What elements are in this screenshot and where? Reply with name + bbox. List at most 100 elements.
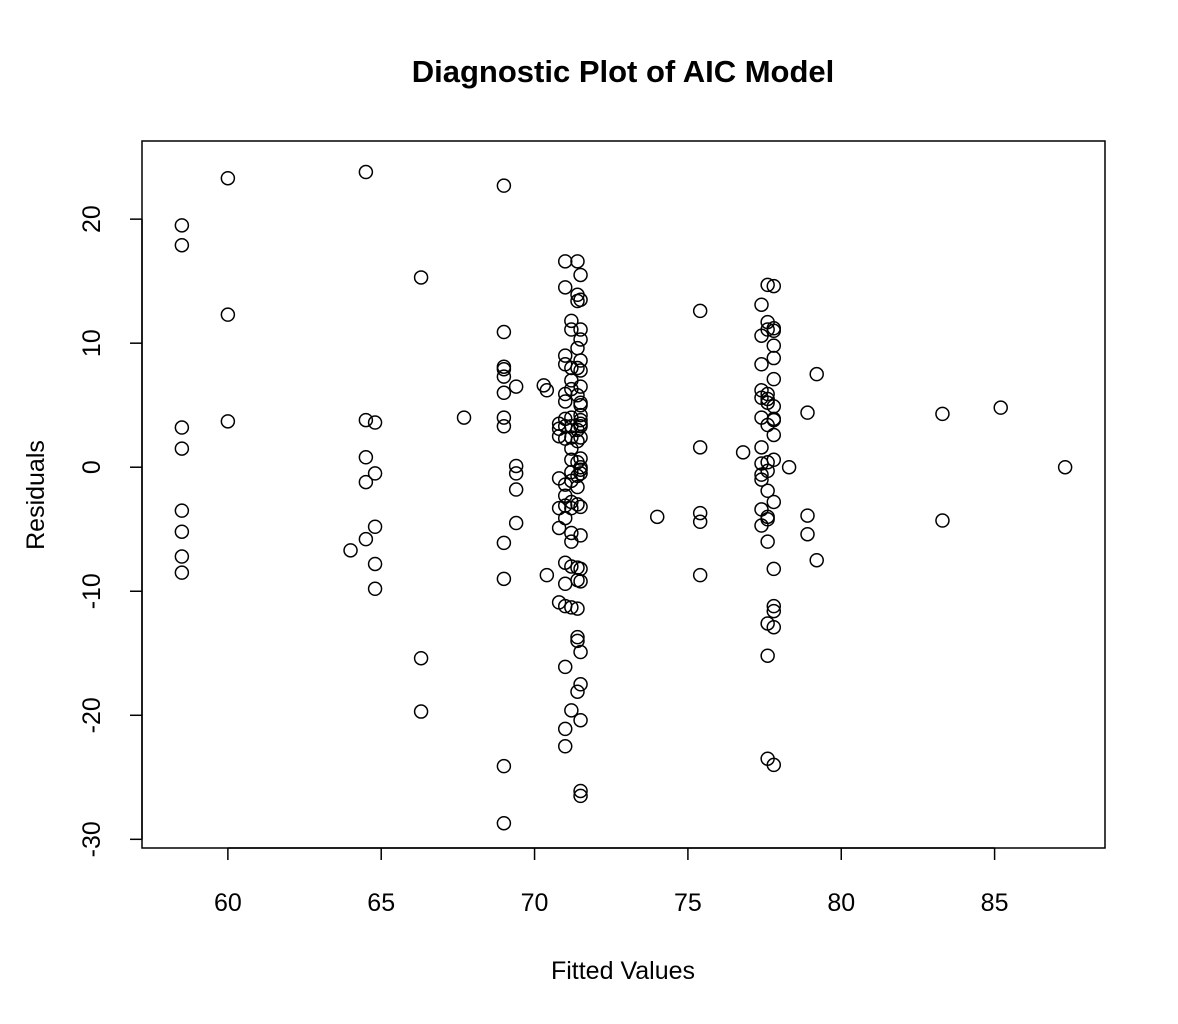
data-point — [573, 397, 588, 413]
data-point — [809, 366, 824, 382]
data-point — [766, 561, 782, 577]
data-point — [496, 419, 512, 434]
data-point — [692, 514, 708, 530]
data-point — [564, 322, 579, 337]
data-point — [760, 648, 775, 663]
data-point — [564, 559, 579, 574]
data-point — [557, 739, 573, 754]
data-point — [692, 303, 708, 319]
x-tick-label: 85 — [981, 889, 1009, 917]
plot-frame — [141, 140, 1106, 849]
data-point — [573, 466, 588, 481]
data-point — [735, 445, 751, 460]
data-point — [760, 455, 775, 470]
data-point — [766, 494, 782, 510]
data-point — [174, 441, 190, 456]
data-point — [754, 357, 769, 372]
data-point — [760, 386, 775, 402]
data-point — [766, 757, 782, 773]
data-point — [766, 452, 782, 468]
data-point — [413, 270, 429, 285]
data-point — [564, 494, 579, 510]
y-axis-label: Residuals — [22, 440, 50, 550]
data-point — [358, 164, 374, 180]
data-point — [220, 170, 236, 186]
data-point — [570, 254, 585, 269]
data-point — [367, 519, 383, 534]
data-point — [692, 440, 708, 455]
x-tick-label: 75 — [674, 889, 702, 917]
data-point — [573, 451, 588, 466]
data-point — [800, 405, 815, 420]
data-point — [508, 482, 524, 497]
data-point — [557, 254, 573, 269]
data-point — [760, 277, 775, 293]
data-point — [508, 515, 524, 531]
data-point — [174, 549, 190, 564]
data-point — [809, 552, 824, 568]
y-tick-label: -10 — [78, 573, 106, 609]
data-point — [766, 619, 782, 635]
data-point — [564, 525, 579, 541]
data-point — [573, 292, 588, 308]
data-point — [564, 600, 579, 615]
data-point — [760, 463, 775, 479]
data-point — [760, 483, 775, 499]
data-point — [496, 758, 512, 774]
data-point — [649, 509, 665, 525]
data-point — [760, 512, 775, 527]
data-point — [358, 474, 374, 490]
data-point — [692, 505, 708, 521]
data-point — [800, 526, 815, 542]
x-tick-label: 80 — [827, 889, 855, 917]
data-point — [413, 704, 429, 719]
data-point — [754, 297, 769, 312]
data-point — [508, 466, 524, 481]
data-point — [564, 313, 579, 329]
chart-title: Diagnostic Plot of AIC Model — [412, 54, 835, 89]
data-points — [174, 164, 1073, 831]
data-point — [496, 571, 512, 587]
y-tick-label: -30 — [78, 821, 106, 857]
data-point — [573, 430, 588, 445]
data-point — [570, 340, 585, 356]
data-point — [539, 567, 555, 583]
data-point — [564, 703, 579, 718]
data-point — [358, 531, 374, 547]
data-point — [692, 567, 708, 583]
data-point — [570, 497, 585, 512]
data-point — [496, 385, 512, 401]
data-point — [570, 601, 585, 616]
data-point — [766, 338, 782, 353]
data-point — [766, 598, 782, 614]
data-point — [766, 603, 782, 619]
data-point — [573, 353, 588, 368]
data-point — [358, 450, 374, 465]
data-point — [573, 462, 588, 477]
data-point — [343, 543, 358, 558]
data-point — [573, 574, 588, 589]
data-point — [754, 440, 769, 455]
data-point — [557, 510, 573, 526]
data-point — [557, 576, 573, 592]
data-point — [573, 499, 588, 515]
data-point — [496, 178, 512, 193]
data-point — [367, 415, 383, 430]
data-point — [766, 371, 782, 387]
data-point — [551, 520, 567, 536]
data-point — [557, 280, 573, 295]
data-point — [496, 410, 512, 425]
y-tick-label: -20 — [78, 697, 106, 733]
data-point — [174, 237, 190, 253]
data-point — [573, 644, 588, 660]
data-point — [935, 513, 950, 528]
data-point — [496, 361, 512, 377]
data-point — [496, 815, 512, 831]
data-point — [367, 466, 383, 481]
data-point — [766, 278, 782, 294]
data-point — [496, 324, 512, 340]
data-point — [573, 363, 588, 378]
data-point — [573, 528, 588, 543]
data-point — [573, 783, 588, 799]
